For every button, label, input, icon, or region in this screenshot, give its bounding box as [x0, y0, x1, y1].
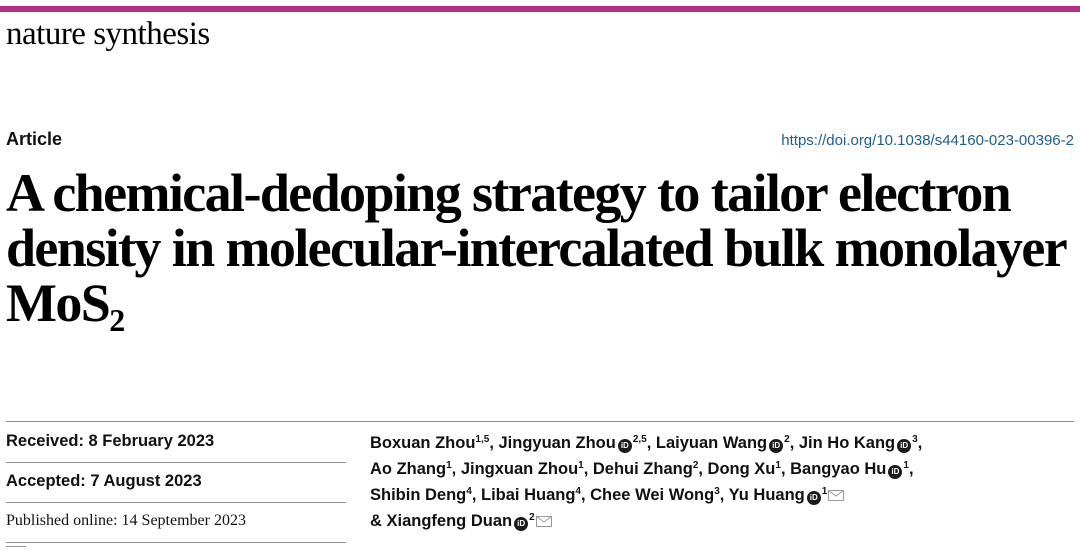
title-subscript: 2 — [109, 302, 126, 338]
published-date: Published online: 14 September 2023 — [6, 512, 246, 529]
article-title: A chemical-dedoping strategy to tailor e… — [6, 163, 1067, 337]
author-name[interactable]: Ao Zhang — [370, 460, 447, 478]
received-date: Received: 8 February 2023 — [6, 432, 215, 450]
affiliation-number: 1 — [903, 460, 909, 471]
envelope-icon[interactable] — [535, 509, 552, 527]
journal-brand-bar — [0, 6, 1080, 12]
author-line: Ao Zhang1, Jingxuan Zhou1, Dehui Zhang2,… — [370, 460, 914, 479]
author-name[interactable]: Jingyuan Zhou — [498, 434, 616, 452]
journal-name[interactable]: nature synthesis — [6, 16, 210, 52]
affiliation-number: 1 — [821, 486, 828, 497]
title-text: A chemical-dedoping strategy to tailor e… — [6, 163, 1067, 333]
author-name[interactable]: Jingxuan Zhou — [460, 460, 579, 478]
divider-accepted — [6, 502, 346, 503]
author-name[interactable]: Libai Huang — [480, 486, 576, 504]
author-name[interactable]: Boxuan Zhou — [370, 434, 476, 452]
affiliation-number: 2 — [784, 434, 790, 445]
author-line: Shibin Deng4, Libai Huang4, Chee Wei Won… — [370, 482, 1070, 508]
author-name[interactable]: Shibin Deng — [370, 486, 467, 504]
affiliation-number: 1 — [775, 460, 781, 471]
orcid-icon[interactable]: iD — [617, 439, 632, 453]
author-line: & Xiangfeng Duan iD2 — [370, 508, 1070, 534]
doi-link[interactable]: https://doi.org/10.1038/s44160-023-00396… — [781, 132, 1074, 149]
article-type: Article — [6, 129, 63, 149]
affiliation-number: 4 — [466, 486, 472, 497]
author-name[interactable]: Laiyuan Wang — [655, 434, 768, 452]
affiliation-number: 1 — [446, 460, 452, 471]
author-name[interactable]: Jin Ho Kang — [798, 434, 896, 452]
divider-top — [6, 421, 1074, 422]
affiliation-number: 2 — [529, 512, 535, 523]
affiliation-number: 3 — [912, 434, 918, 445]
author-name[interactable]: Dehui Zhang — [592, 460, 693, 478]
author-name[interactable]: Bangyao Hu — [790, 460, 887, 478]
author-name[interactable]: Chee Wei Wong — [590, 486, 715, 504]
affiliation-number: 4 — [575, 486, 581, 497]
orcid-icon[interactable]: iD — [897, 439, 912, 453]
next-item-marker — [6, 546, 26, 554]
affiliation-number: 2 — [692, 460, 699, 471]
accepted-date: Accepted: 7 August 2023 — [6, 472, 202, 490]
author-name[interactable]: Xiangfeng Duan — [386, 512, 513, 530]
divider-received — [6, 462, 346, 463]
affiliation-number: 1 — [578, 460, 584, 471]
author-name[interactable]: Dong Xu — [707, 460, 776, 478]
orcid-icon[interactable]: iD — [806, 491, 821, 505]
affiliation-number: 2,5 — [632, 434, 647, 445]
affiliation-number: 1,5 — [475, 434, 490, 445]
orcid-icon[interactable]: iD — [888, 465, 903, 479]
orcid-icon[interactable]: iD — [514, 517, 529, 531]
author-line: Boxuan Zhou1,5, Jingyuan Zhou iD2,5, Laiy… — [370, 434, 923, 453]
divider-published — [6, 542, 346, 543]
author-name[interactable]: Yu Huang — [728, 486, 805, 504]
envelope-icon[interactable] — [828, 483, 845, 501]
orcid-icon[interactable]: iD — [769, 439, 784, 453]
author-list: Boxuan Zhou1,5, Jingyuan Zhou iD2,5, Laiy… — [370, 430, 1070, 534]
affiliation-number: 3 — [714, 486, 720, 497]
